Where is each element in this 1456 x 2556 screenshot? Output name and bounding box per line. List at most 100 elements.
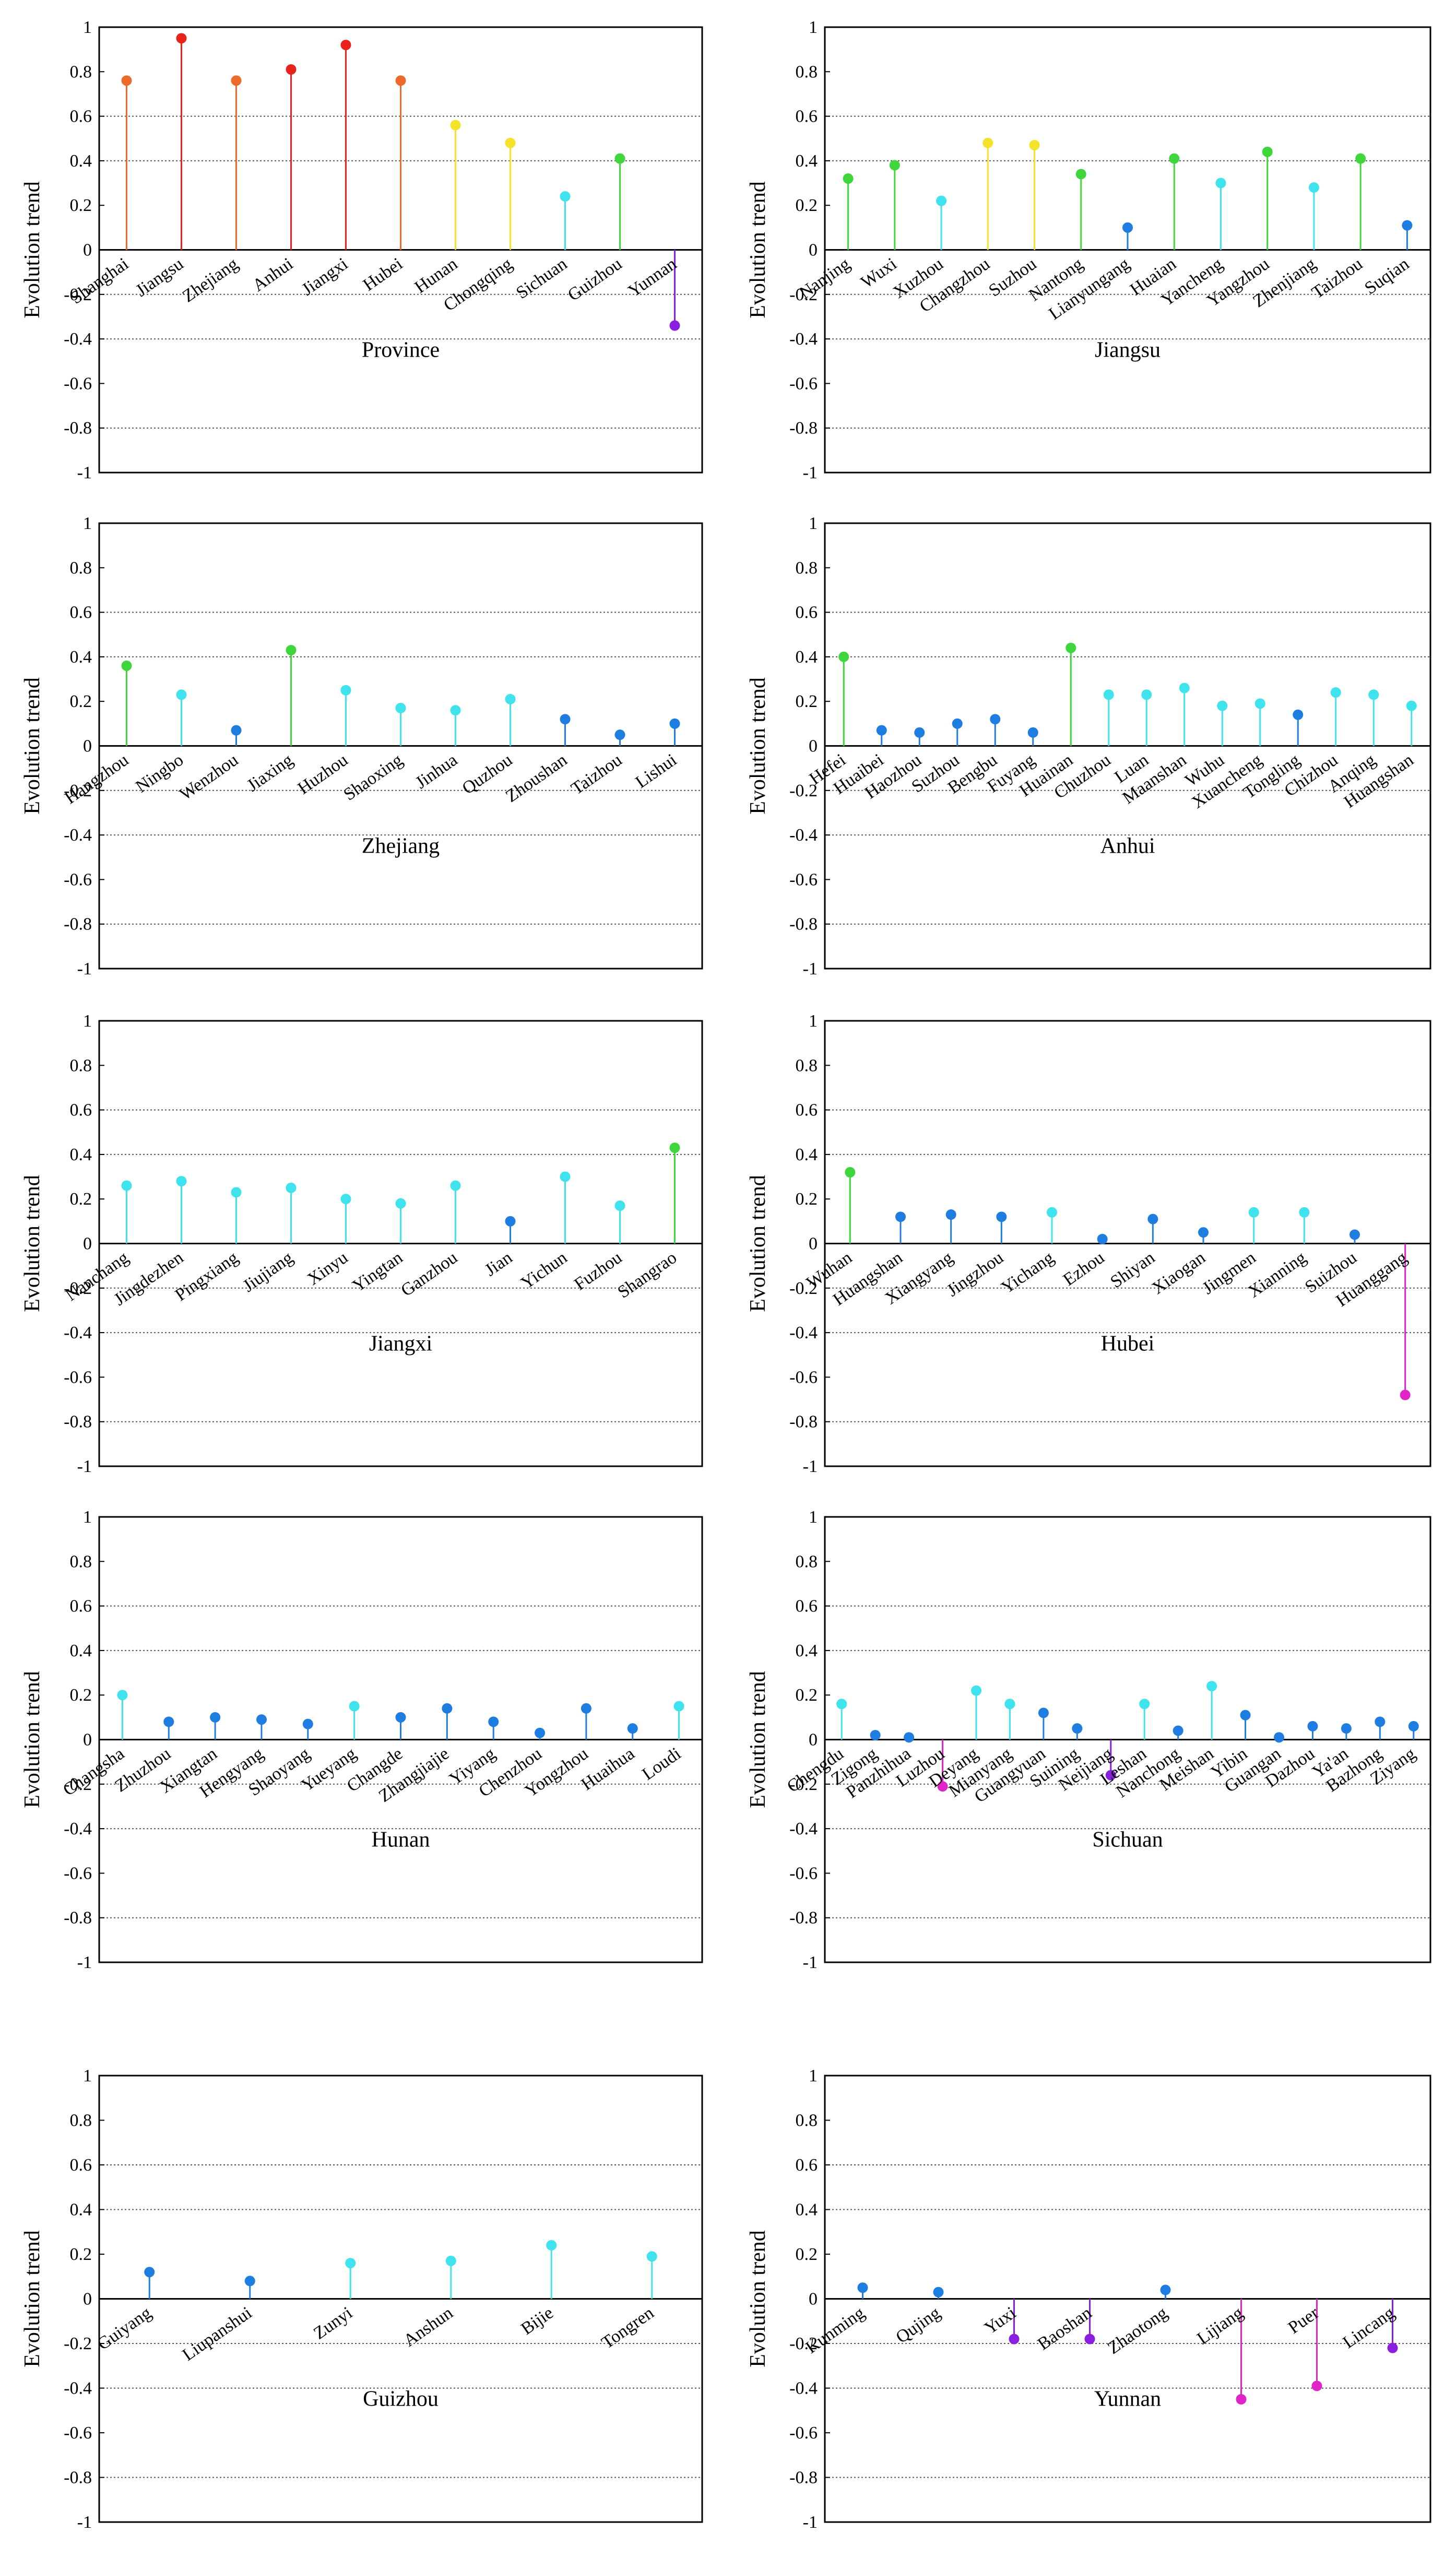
chart-panel-3: 1 0.8 0.6 0.4 0.2 0 -0.2 -0.4 -0.6 -0.8 -1 Evolutio… <box>20 514 703 979</box>
y-tick-label: -0.2 <box>64 1279 92 1298</box>
x-axis-label: Hubei <box>1101 1332 1155 1356</box>
y-tick-label: 0.8 <box>70 1056 92 1075</box>
point-Jiaxing <box>286 645 297 656</box>
y-axis-label: Evolution trend <box>746 1671 770 1808</box>
point-Shaoxing <box>395 702 406 713</box>
point-Guizhou <box>614 153 625 164</box>
y-tick-label: 0.4 <box>796 151 818 171</box>
point-Taizhou <box>614 729 625 740</box>
point-Chongqing <box>505 137 516 148</box>
point-Nanjing <box>843 173 854 184</box>
point-Qujing <box>933 2287 944 2298</box>
point-Yunnan <box>669 320 680 331</box>
point-Mianyang <box>1004 1699 1015 1710</box>
y-tick-label: 1 <box>809 2066 818 2086</box>
point-Xiangyang <box>945 1209 956 1220</box>
point-Wuhan <box>845 1167 856 1178</box>
point-Hunan <box>450 120 461 131</box>
category-label: Ganzhou <box>397 1248 461 1301</box>
point-Guangan <box>1274 1732 1284 1743</box>
y-tick-label: -1 <box>803 2513 818 2532</box>
y-tick-label: 0.4 <box>796 2200 818 2220</box>
point-Dazhou <box>1307 1721 1318 1732</box>
y-tick-label: 0.8 <box>70 558 92 578</box>
point-Lijiang <box>1236 2394 1247 2405</box>
point-Hangzhou <box>121 660 132 671</box>
point-Leshan <box>1139 1699 1150 1710</box>
point-Hengyang <box>256 1714 267 1725</box>
point-Zhoushan <box>560 714 571 725</box>
point-Suqian <box>1402 220 1413 231</box>
y-tick-label: -1 <box>77 2513 92 2532</box>
category-label: Liupanshui <box>179 2303 256 2365</box>
point-Wuhu <box>1217 700 1228 711</box>
chart-panel-7: 1 0.8 0.6 0.4 0.2 0 -0.2 -0.4 -0.6 -0.8 -1 Evolutio… <box>20 1507 703 1972</box>
point-Suizhou <box>1350 1229 1360 1240</box>
point-Suining <box>1072 1723 1083 1734</box>
y-tick-label: -1 <box>77 1457 92 1476</box>
chart-panel-9: 1 0.8 0.6 0.4 0.2 0 -0.2 -0.4 -0.6 -0.8 -1 Evolutio… <box>20 2066 703 2532</box>
y-tick-label: 0.8 <box>70 62 92 81</box>
point-Chizhou <box>1330 687 1341 698</box>
y-tick-label: 1 <box>809 18 818 37</box>
point-Xiaogan <box>1198 1227 1209 1238</box>
y-tick-label: -0.4 <box>789 1323 818 1342</box>
y-tick-label: -0.6 <box>789 870 818 889</box>
y-tick-label: -1 <box>803 463 818 482</box>
point-Quzhou <box>505 693 516 704</box>
category-label: Zhaotong <box>1104 2303 1171 2358</box>
point-Kunming <box>857 2282 868 2293</box>
category-label: Bijie <box>517 2303 557 2339</box>
y-tick-label: -0.6 <box>64 2423 92 2443</box>
category-label: Jiangxi <box>298 254 351 300</box>
point-Ganzhou <box>450 1180 461 1191</box>
point-Meishan <box>1206 1681 1217 1692</box>
y-tick-label: -0.6 <box>64 1864 92 1883</box>
point-Maanshan <box>1179 682 1190 693</box>
y-tick-label: -0.4 <box>789 826 818 845</box>
y-tick-label: -0.4 <box>64 826 92 845</box>
y-axis-label: Evolution trend <box>20 1175 44 1312</box>
y-tick-label: -1 <box>803 959 818 979</box>
point-Tongling <box>1293 709 1304 720</box>
y-tick-label: 0 <box>83 241 92 260</box>
category-label: Jiangsu <box>132 254 187 301</box>
point-Liupanshui <box>244 2276 255 2287</box>
y-tick-label: 0 <box>83 2290 92 2309</box>
category-label: Guiyang <box>94 2303 155 2354</box>
point-Fuyang <box>1027 727 1038 738</box>
y-tick-label: -1 <box>803 1457 818 1476</box>
y-tick-label: 0.8 <box>796 2111 818 2130</box>
y-tick-label: 0.2 <box>70 1189 92 1209</box>
point-Anshun <box>445 2255 456 2266</box>
category-label: Taizhou <box>1308 254 1366 303</box>
point-Huaihua <box>627 1723 638 1734</box>
y-tick-label: 0.6 <box>70 107 92 126</box>
y-tick-label: -0.2 <box>64 1775 92 1794</box>
y-tick-label: 1 <box>83 18 92 37</box>
y-tick-label: -0.6 <box>789 1864 818 1883</box>
y-tick-label: -0.8 <box>789 2468 818 2488</box>
chart-panel-10: 1 0.8 0.6 0.4 0.2 0 -0.2 -0.4 -0.6 -0.8 -1 Evolutio… <box>746 2066 1431 2532</box>
chart-panel-1: 1 0.8 0.6 0.4 0.2 0 -0.2 -0.4 -0.6 -0.8 -1 Evolutio… <box>20 18 703 482</box>
y-tick-label: -0.6 <box>64 1368 92 1387</box>
y-tick-label: 0.2 <box>70 2245 92 2264</box>
point-Jiangsu <box>176 33 187 44</box>
y-tick-label: 0 <box>83 1234 92 1254</box>
point-Ningbo <box>176 689 187 700</box>
y-tick-label: -0.2 <box>789 285 818 304</box>
y-tick-label: 0 <box>809 1730 818 1750</box>
point-Yichun <box>560 1171 571 1182</box>
point-Yancheng <box>1215 178 1226 189</box>
y-tick-label: 1 <box>83 1011 92 1031</box>
y-tick-label: 0.6 <box>70 2155 92 2175</box>
point-Huaian <box>1169 153 1180 164</box>
point-Luzhou <box>937 1781 948 1792</box>
point-Taizhou <box>1355 153 1366 164</box>
chart-panel-8: 1 0.8 0.6 0.4 0.2 0 -0.2 -0.4 -0.6 -0.8 -1 Evolutio… <box>746 1507 1431 1972</box>
y-tick-label: 0.6 <box>70 603 92 622</box>
point-Suzhou <box>1029 140 1040 151</box>
y-tick-label: -0.6 <box>64 870 92 889</box>
point-Jingzhou <box>996 1211 1007 1222</box>
x-axis-label: Hunan <box>372 1828 430 1852</box>
